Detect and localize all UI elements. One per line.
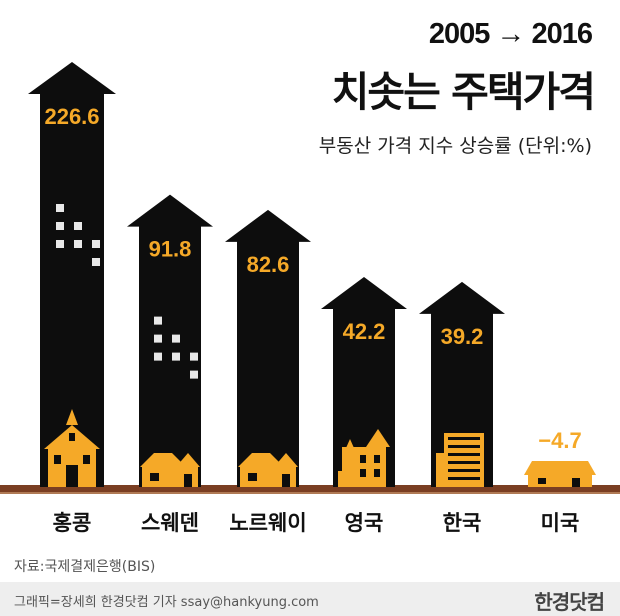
window-square (74, 222, 82, 230)
window-square (190, 352, 198, 361)
chart-subtitle: 부동산 가격 지수 상승률 (단위:%) (318, 135, 592, 157)
value-label: 42.2 (343, 319, 386, 344)
window-square (154, 352, 162, 361)
window-square (154, 334, 162, 343)
category-label: 홍콩 (53, 511, 92, 535)
school-house-icon (44, 409, 100, 487)
bar-group: 82.6 (225, 209, 311, 487)
bar (28, 62, 116, 487)
window-square (172, 334, 180, 343)
window-square (92, 258, 100, 266)
value-label: 82.6 (247, 252, 290, 277)
category-label: 영국 (345, 511, 384, 535)
bar-group: 39.2 (419, 281, 505, 487)
window-square (154, 316, 162, 325)
window-square (92, 240, 100, 248)
value-label: 39.2 (441, 324, 484, 349)
bar-group: −4.7 (524, 428, 596, 487)
bar (225, 209, 311, 487)
ranch-house-icon (524, 461, 596, 487)
source-note: 자료:국제결제은행(BIS) (14, 559, 156, 575)
value-label: 91.8 (149, 237, 192, 262)
brand-logo: 한경닷컴 (534, 590, 605, 614)
category-label: 스웨덴 (141, 511, 199, 535)
value-label: −4.7 (538, 428, 581, 453)
apartment-building-icon (436, 433, 484, 487)
bar-group: 226.6 (28, 62, 116, 487)
window-square (74, 240, 82, 248)
period-label: 2005 → 2016 (428, 18, 593, 50)
bar-group: 42.2 (321, 276, 407, 487)
graphic-credit: 그래픽=장세희 한경닷컴 기자 ssay@hankyung.com (14, 595, 319, 610)
victorian-house-icon (338, 429, 390, 487)
value-label: 226.6 (44, 104, 99, 129)
footer-bar: 그래픽=장세희 한경닷컴 기자 ssay@hankyung.com 한경닷컴 (0, 582, 620, 616)
category-label: 노르웨이 (229, 511, 306, 535)
category-label: 미국 (541, 511, 580, 535)
window-square (172, 352, 180, 361)
ground-strip (0, 485, 620, 494)
window-square (190, 370, 198, 379)
bar-group: 91.8 (127, 194, 213, 487)
bar (127, 194, 213, 487)
window-square (56, 204, 64, 212)
house-icon (140, 453, 200, 487)
ground-edge (0, 492, 620, 494)
category-label: 한국 (443, 511, 482, 535)
window-square (56, 222, 64, 230)
chart-title: 치솟는 주택가격 (331, 68, 596, 116)
bar (321, 276, 407, 487)
window-square (56, 240, 64, 248)
house-icon (238, 453, 298, 487)
